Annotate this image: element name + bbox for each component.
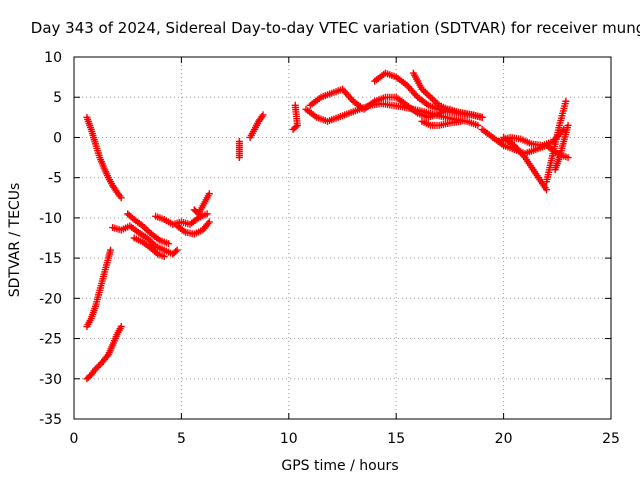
data-point — [160, 253, 168, 261]
data-point — [95, 362, 103, 370]
data-point — [107, 246, 115, 254]
series-track-j — [235, 137, 243, 162]
data-point — [291, 101, 299, 109]
series-track-h — [173, 218, 213, 238]
y-tick-label: -30 — [39, 372, 62, 388]
x-axis-label: GPS time / hours — [281, 458, 398, 474]
data-point — [427, 93, 435, 101]
series-track-e — [124, 210, 173, 248]
y-tick-label: -20 — [39, 291, 62, 307]
y-tick-label: 5 — [53, 90, 62, 106]
series-track-g — [152, 210, 211, 228]
data-point — [543, 186, 551, 194]
data-point — [117, 322, 125, 330]
axis-ticks: 0 5 10 15 20 25 10 5 0 -5 -10 -15 -20 -25 -30 -35 — [39, 50, 620, 447]
data-point — [421, 88, 429, 96]
x-tick-label: 15 — [387, 431, 405, 447]
data-point — [205, 218, 213, 226]
x-tick-label: 5 — [177, 431, 186, 447]
y-tick-label: -35 — [39, 412, 62, 428]
data-point — [423, 90, 431, 98]
data-point — [430, 96, 438, 104]
series-track-a — [83, 113, 125, 202]
data-point — [428, 95, 436, 103]
series-track-b — [83, 246, 115, 330]
data-point — [259, 111, 267, 119]
series-track-c — [83, 322, 125, 383]
y-tick-label: -10 — [39, 211, 62, 227]
data-point — [117, 194, 125, 202]
series-track-k — [246, 111, 267, 141]
data-point — [474, 121, 482, 129]
plot-frame — [73, 56, 612, 420]
series-track-i — [190, 190, 213, 218]
data-point — [562, 97, 570, 105]
grid-lines — [74, 57, 611, 419]
x-tick-label: 25 — [602, 431, 620, 447]
data-point — [205, 190, 213, 198]
data-point — [203, 210, 211, 218]
x-tick-label: 0 — [70, 431, 79, 447]
data-point — [457, 117, 465, 125]
data-point — [144, 227, 152, 235]
data-points — [83, 69, 572, 383]
series-track-u — [543, 97, 570, 186]
series-track-d — [109, 222, 181, 258]
data-point — [165, 240, 173, 248]
data-point — [172, 247, 180, 255]
x-tick-label: 10 — [280, 431, 298, 447]
chart-title: Day 343 of 2024, Sidereal Day-to-day VTE… — [31, 19, 640, 37]
y-axis-label: SDTVAR / TECUs — [7, 183, 23, 298]
y-tick-label: 10 — [44, 50, 62, 66]
data-point — [103, 352, 111, 360]
series-track-f — [130, 234, 168, 261]
data-point — [204, 220, 212, 228]
data-point — [292, 123, 300, 131]
data-point — [173, 246, 181, 254]
data-point — [478, 113, 486, 121]
data-point — [91, 365, 99, 373]
y-tick-label: -5 — [48, 171, 62, 187]
data-point — [93, 364, 101, 372]
series-track-q — [418, 117, 465, 129]
data-point — [564, 154, 572, 162]
data-point — [425, 92, 433, 100]
series-track-v — [551, 121, 572, 174]
series-track-l — [289, 101, 301, 133]
data-point — [564, 121, 572, 129]
y-tick-label: -25 — [39, 332, 62, 348]
data-point — [152, 249, 160, 257]
x-tick-label: 20 — [495, 431, 513, 447]
y-tick-label: -15 — [39, 251, 62, 267]
data-point — [258, 113, 266, 121]
series-track-p — [409, 69, 486, 121]
data-point — [142, 225, 150, 233]
data-point — [235, 137, 243, 145]
series-track-t — [495, 125, 568, 149]
y-tick-label: 0 — [53, 130, 62, 146]
